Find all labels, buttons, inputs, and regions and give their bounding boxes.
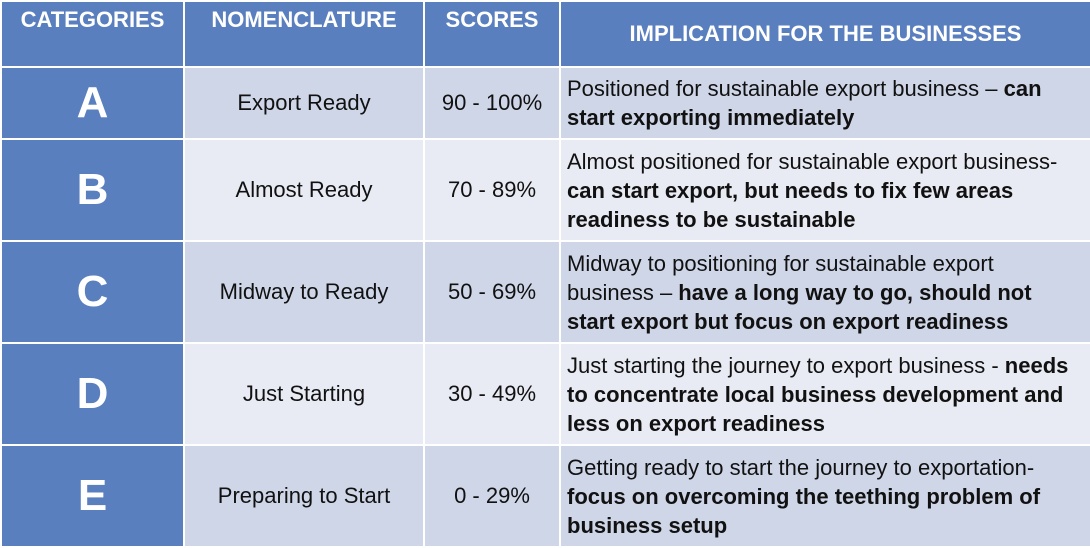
nomenclature-cell: Almost Ready [185,140,423,240]
implication-cell: Positioned for sustainable export busine… [561,68,1090,138]
score-cell: 0 - 29% [425,446,559,546]
category-cell: B [2,140,183,240]
implication-text: Positioned for sustainable export busine… [567,76,1004,101]
table-row: D Just Starting 30 - 49% Just starting t… [2,344,1090,444]
score-cell: 50 - 69% [425,242,559,342]
implication-cell: Just starting the journey to export busi… [561,344,1090,444]
nomenclature-cell: Preparing to Start [185,446,423,546]
category-cell: E [2,446,183,546]
implication-cell: Getting ready to start the journey to ex… [561,446,1090,546]
category-cell: C [2,242,183,342]
implication-emphasis: can start export, but needs to fix few a… [567,177,1014,232]
table-row: E Preparing to Start 0 - 29% Getting rea… [2,446,1090,546]
table-row: A Export Ready 90 - 100% Positioned for … [2,68,1090,138]
implication-emphasis: can start exporting immediately [567,76,1042,130]
header-implication: IMPLICATION FOR THE BUSINESSES [561,2,1090,66]
implication-text: Almost positioned for sustainable export… [567,148,1058,174]
implication-emphasis: focus on overcoming the teething problem… [567,483,1041,538]
implication-cell: Almost positioned for sustainable export… [561,140,1090,240]
implication-emphasis: needs to concentrate local business deve… [567,352,1069,436]
table-row: C Midway to Ready 50 - 69% Midway to pos… [2,242,1090,342]
implication-cell: Midway to positioning for sustainable ex… [561,242,1090,342]
header-categories: CATEGORIES [2,2,183,66]
implication-text: Midway to positioning for sustainable ex… [567,250,994,305]
category-cell: D [2,344,183,444]
nomenclature-cell: Export Ready [185,68,423,138]
header-scores: SCORES [425,2,559,66]
implication-emphasis: have a long way to go, should not start … [567,279,1032,334]
nomenclature-cell: Just Starting [185,344,423,444]
category-cell: A [2,68,183,138]
header-row: CATEGORIES NOMENCLATURE SCORES IMPLICATI… [2,2,1090,66]
implication-text: Just starting the journey to export busi… [567,352,1005,378]
header-nomenclature: NOMENCLATURE [185,2,423,66]
score-cell: 30 - 49% [425,344,559,444]
score-cell: 90 - 100% [425,68,559,138]
score-cell: 70 - 89% [425,140,559,240]
table-row: B Almost Ready 70 - 89% Almost positione… [2,140,1090,240]
nomenclature-cell: Midway to Ready [185,242,423,342]
implication-text: Getting ready to start the journey to ex… [567,454,1035,480]
